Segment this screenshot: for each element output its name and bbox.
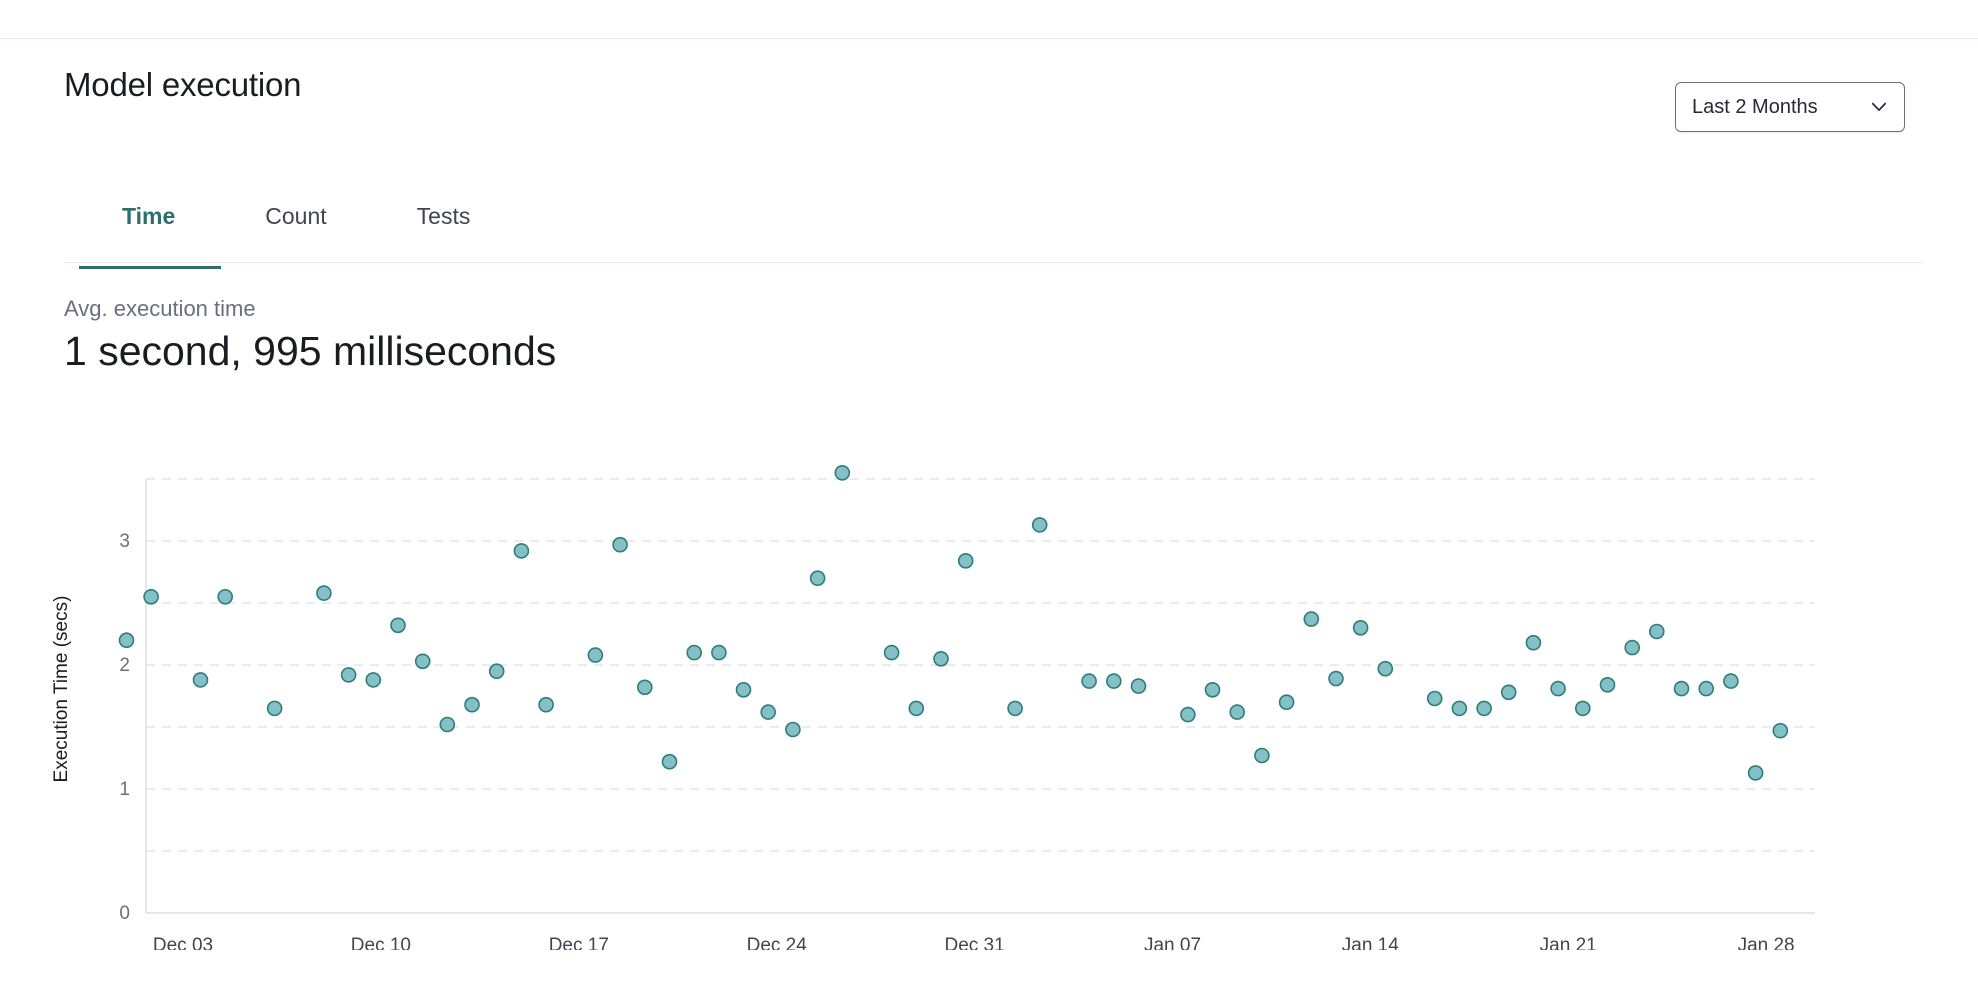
svg-text:Dec 31: Dec 31 — [944, 935, 1004, 950]
svg-text:2: 2 — [119, 655, 130, 676]
svg-text:Jan 07: Jan 07 — [1144, 935, 1201, 950]
svg-text:Jan 28: Jan 28 — [1738, 935, 1795, 950]
svg-text:Dec 24: Dec 24 — [747, 935, 808, 950]
svg-text:Dec 10: Dec 10 — [351, 935, 411, 950]
svg-text:0: 0 — [119, 903, 130, 924]
svg-text:Dec 03: Dec 03 — [153, 935, 213, 950]
svg-text:1: 1 — [119, 779, 130, 800]
svg-text:Dec 17: Dec 17 — [549, 935, 609, 950]
svg-text:Jan 21: Jan 21 — [1540, 935, 1597, 950]
svg-text:Jan 14: Jan 14 — [1342, 935, 1399, 950]
svg-text:3: 3 — [119, 531, 130, 552]
